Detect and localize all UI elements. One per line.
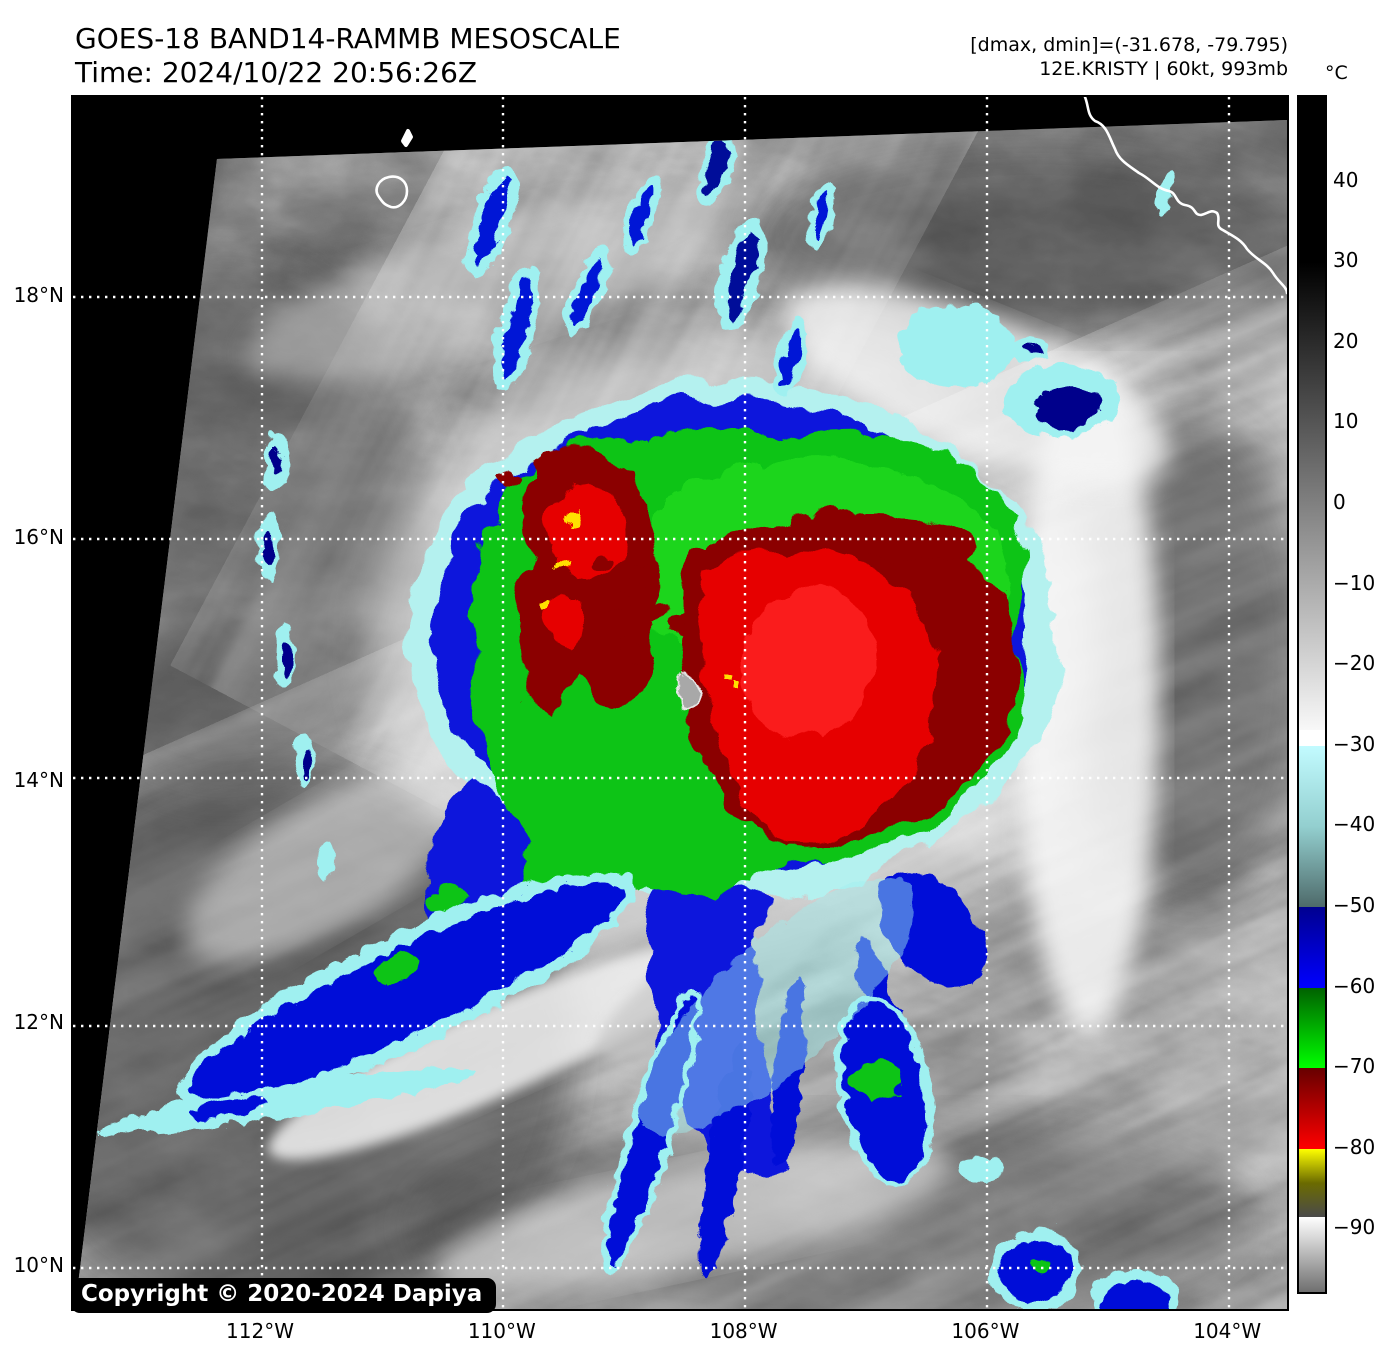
- colorbar-segment: [1299, 906, 1325, 988]
- dmax-dmin-annotation: [dmax, dmin]=(-31.678, -79.795): [970, 34, 1288, 56]
- colorbar-segment: [1299, 987, 1325, 1069]
- colorbar-tick-label: −10: [1333, 570, 1376, 595]
- east-white-band: [1016, 362, 1160, 1032]
- northeast-navy-cell: [1032, 392, 1092, 426]
- temperature-colorbar: [1297, 95, 1327, 1294]
- island-outline: [375, 175, 409, 209]
- satellite-image: [73, 97, 1287, 1309]
- storm-maroon-speckles: [495, 470, 704, 660]
- colorbar-segment: [1299, 97, 1325, 263]
- lat-axis-label: 12°N: [13, 1010, 64, 1035]
- colorbar-tick-label: 40: [1333, 167, 1359, 192]
- colorbar-tick-label: −80: [1333, 1134, 1376, 1159]
- image-timestamp: Time: 2024/10/22 20:56:26Z: [75, 56, 478, 89]
- colorbar-tick-label: 10: [1333, 409, 1359, 434]
- colorbar-segment: [1299, 745, 1325, 907]
- colorbar-segment: [1299, 729, 1325, 746]
- colorbar-segment: [1299, 262, 1325, 730]
- west-cell-column: [254, 427, 330, 879]
- colorbar-tick-label: 30: [1333, 248, 1359, 273]
- lon-axis-label: 110°W: [467, 1319, 536, 1343]
- colorbar-tick-label: −70: [1333, 1054, 1376, 1079]
- colorbar-segment: [1299, 1068, 1325, 1149]
- south-fan-bands: [173, 867, 982, 1278]
- outer-rainbands: [95, 123, 1174, 1309]
- copyright-badge: Copyright © 2020-2024 Dapiya: [71, 1278, 497, 1313]
- small-island-outline: [401, 129, 413, 147]
- lon-axis-label: 106°W: [951, 1319, 1020, 1343]
- colorbar-tick-label: −20: [1333, 651, 1376, 676]
- colorbar-tick-label: −90: [1333, 1215, 1376, 1240]
- satellite-map: Copyright © 2020-2024 Dapiya: [71, 95, 1289, 1313]
- mexico-coastline: [1083, 97, 1287, 295]
- colorbar-unit-label: °C: [1325, 62, 1348, 84]
- lat-axis-label: 14°N: [13, 767, 64, 792]
- lon-axis-label: 108°W: [709, 1319, 778, 1343]
- lon-axis-label: 104°W: [1193, 1319, 1262, 1343]
- lat-axis-label: 10°N: [13, 1252, 64, 1277]
- latlon-gridlines: [73, 97, 1287, 1309]
- colorbar-tick-label: −40: [1333, 812, 1376, 837]
- storm-info-annotation: 12E.KRISTY | 60kt, 993mb: [1039, 58, 1288, 80]
- colorbar-tick-label: −60: [1333, 973, 1376, 998]
- colorbar-tick-label: −50: [1333, 893, 1376, 918]
- data-swath: [75, 120, 1287, 1309]
- colorbar-tick-label: −30: [1333, 731, 1376, 756]
- lat-axis-label: 16°N: [13, 525, 64, 550]
- north-band-cluster: [461, 123, 832, 391]
- colorbar-segment: [1299, 1148, 1325, 1218]
- colorbar-segment: [1299, 1217, 1325, 1292]
- southwest-cyan-streak: [95, 1063, 471, 1131]
- page-title: GOES-18 BAND14-RAMMB MESOSCALE: [75, 22, 621, 55]
- lon-axis-label: 112°W: [226, 1319, 294, 1343]
- storm-gray-eye-spot: [670, 665, 696, 713]
- lat-axis-label: 18°N: [13, 283, 64, 307]
- colorbar-tick-label: 20: [1333, 328, 1359, 353]
- storm-yellow-coldest-pixels: [543, 510, 733, 682]
- colorbar-tick-label: 0: [1333, 490, 1346, 515]
